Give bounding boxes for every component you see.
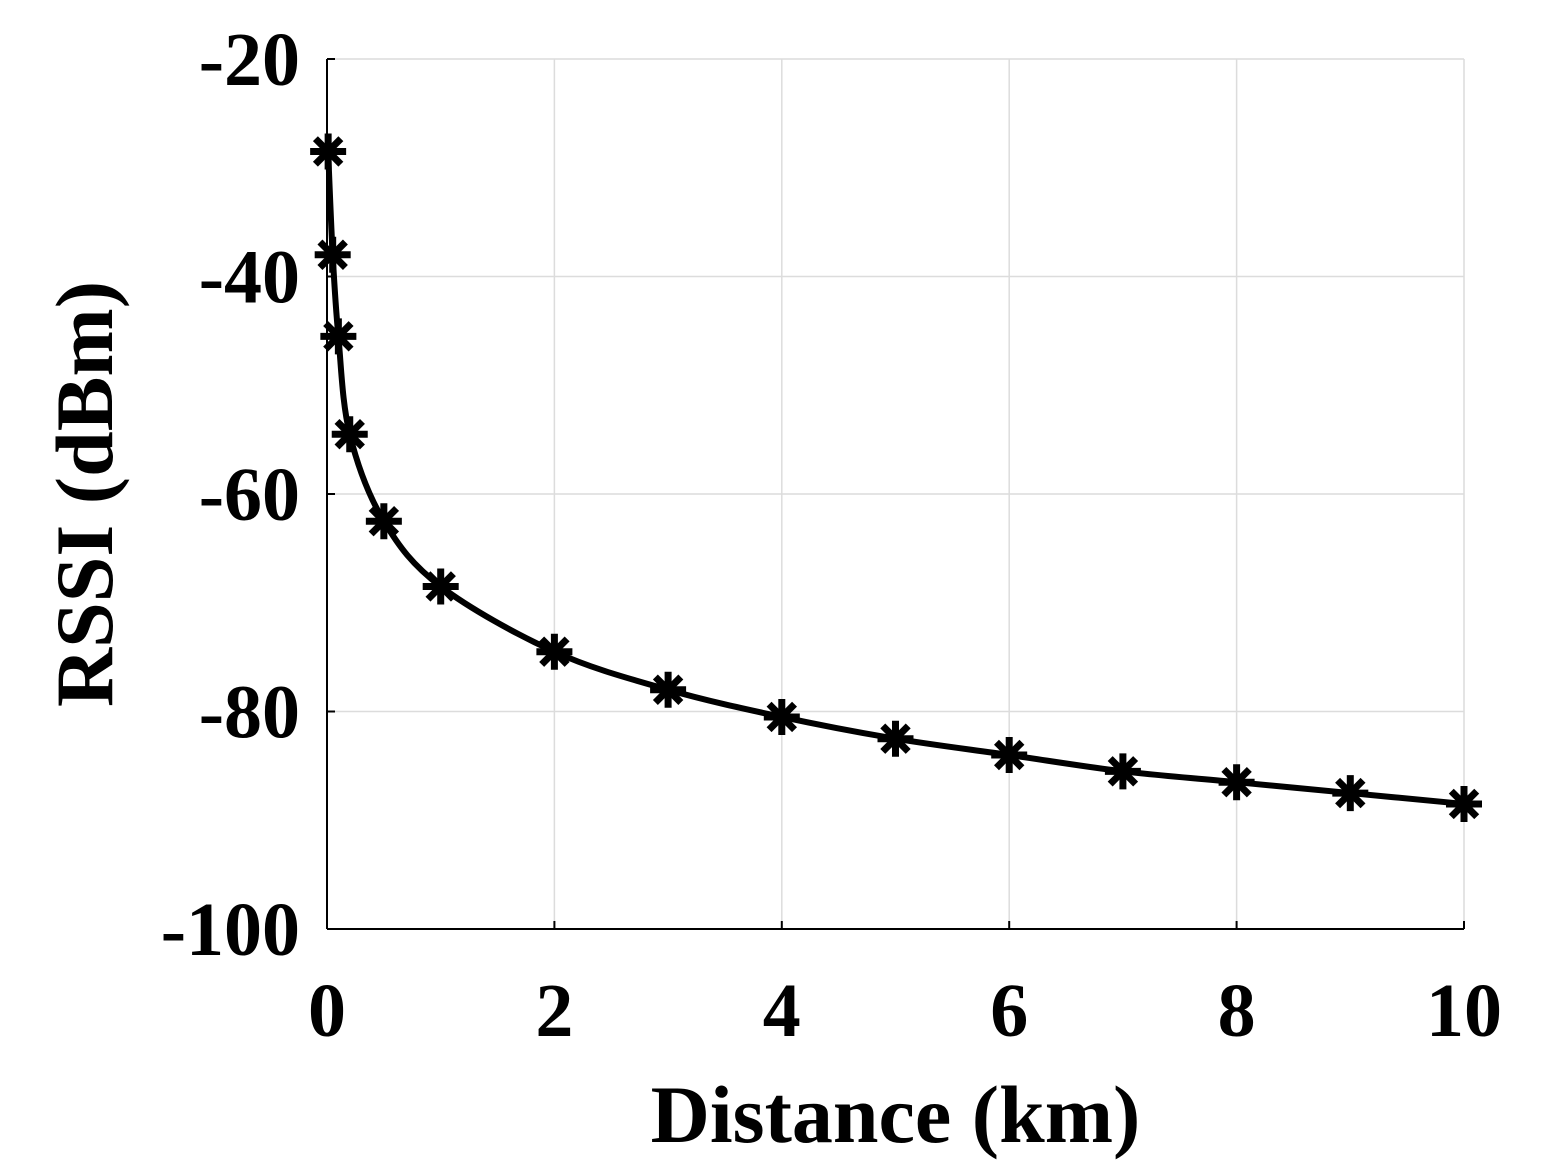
- data-point: [1218, 764, 1255, 801]
- y-tick-label: -20: [199, 18, 300, 102]
- y-axis-label: RSSI (dBm): [39, 281, 130, 707]
- x-axis-ticks: 0 2 4 6 8 10: [308, 921, 1502, 1053]
- series-markers: [310, 133, 1482, 822]
- grid-lines: [327, 58, 1465, 929]
- x-tick-label: 6: [990, 969, 1028, 1053]
- y-tick-label: -100: [161, 888, 300, 972]
- y-tick-label: -60: [199, 453, 300, 537]
- data-point: [331, 416, 368, 453]
- data-point: [763, 698, 800, 735]
- x-tick-label: 0: [308, 969, 346, 1053]
- data-point: [314, 236, 351, 273]
- data-point: [1332, 775, 1369, 812]
- data-point: [1446, 785, 1482, 822]
- x-axis-label: Distance (km): [651, 1069, 1141, 1160]
- data-point: [310, 133, 347, 170]
- data-point: [650, 671, 687, 708]
- data-point: [320, 318, 357, 355]
- data-point: [877, 720, 914, 757]
- data-point: [536, 633, 573, 670]
- x-tick-label: 2: [535, 969, 573, 1053]
- data-point: [991, 737, 1028, 773]
- data-point: [365, 503, 402, 540]
- data-point: [422, 568, 459, 605]
- x-tick-label: 4: [763, 969, 801, 1053]
- x-tick-label: 8: [1218, 969, 1256, 1053]
- x-tick-label: 10: [1426, 969, 1502, 1053]
- y-tick-label: -80: [199, 671, 300, 755]
- y-tick-label: -40: [199, 236, 300, 320]
- data-point: [1104, 753, 1141, 790]
- y-axis-ticks: -20 -40 -60 -80 -100: [161, 18, 335, 972]
